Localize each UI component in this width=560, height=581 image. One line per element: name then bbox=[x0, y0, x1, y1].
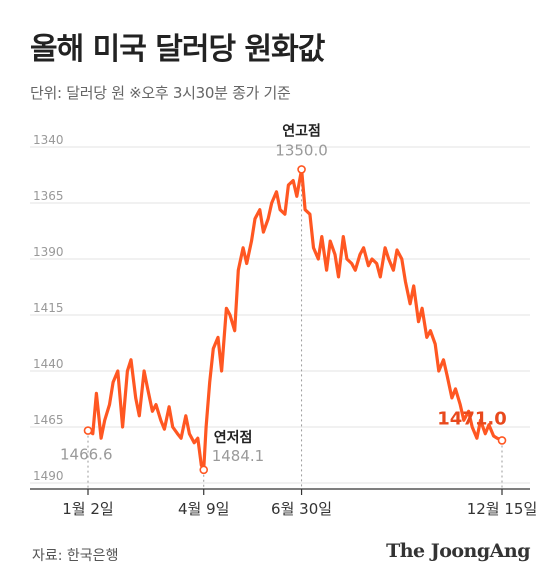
y-tick-label: 1490 bbox=[33, 469, 64, 483]
x-tick-label: 6월 30일 bbox=[271, 500, 332, 518]
x-tick-label: 12월 15일 bbox=[467, 500, 538, 518]
y-tick-label: 1415 bbox=[33, 301, 64, 315]
data-point-marker bbox=[83, 426, 93, 435]
annotation-value: 1471.0 bbox=[437, 408, 506, 429]
annotation-label: 연저점 bbox=[214, 429, 253, 446]
y-tick-label: 1365 bbox=[33, 189, 64, 203]
series-line bbox=[86, 167, 504, 472]
data-point-marker bbox=[497, 436, 507, 445]
brand-logo: The JoongAng bbox=[386, 540, 530, 562]
annotation-value: 1484.1 bbox=[212, 447, 265, 465]
y-tick-label: 1440 bbox=[33, 357, 64, 371]
source-note: 자료: 한국은행 bbox=[32, 548, 119, 564]
annotation-value: 1350.0 bbox=[275, 141, 328, 159]
chart-title: 올해 미국 달러당 원화값 bbox=[30, 32, 325, 67]
data-point-marker bbox=[297, 165, 306, 174]
data-point-marker bbox=[199, 465, 209, 475]
annotation-label: 연고점 bbox=[282, 122, 321, 139]
x-tick-label: 4월 9일 bbox=[178, 500, 229, 518]
chart-subtitle: 단위: 달러당 원 ※오후 3시30분 종가 기준 bbox=[30, 84, 291, 102]
y-tick-label: 1390 bbox=[33, 245, 64, 259]
y-tick-label: 1340 bbox=[33, 133, 64, 147]
x-tick-label: 1월 2일 bbox=[62, 500, 113, 518]
y-tick-label: 1465 bbox=[33, 413, 64, 427]
annotation-value: 1466.6 bbox=[60, 446, 113, 464]
